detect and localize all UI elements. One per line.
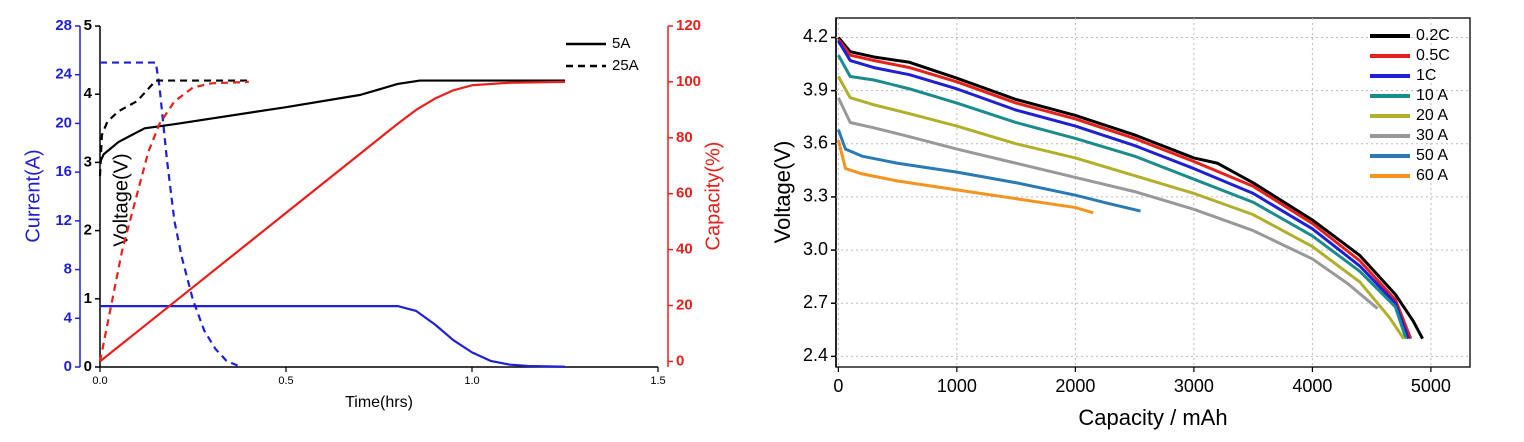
y-tick-label: 80 — [676, 129, 693, 146]
x-axis-label: Time(hrs) — [345, 394, 413, 411]
y-axis-label: Current(A) — [22, 149, 44, 242]
y-tick-label: 3.9 — [803, 79, 828, 99]
y-tick-label: 28 — [55, 17, 72, 34]
y-tick-label: 3.3 — [803, 186, 828, 206]
legend-label: 0.2C — [1416, 27, 1450, 44]
data-line — [837, 97, 1379, 310]
data-line — [98, 80, 249, 362]
y-tick-label: 4 — [84, 85, 93, 102]
y-axis-label: Voltage(V) — [110, 153, 132, 246]
data-line — [837, 38, 1413, 340]
y-axis-label: Voltage(V) — [770, 141, 795, 244]
data-line — [100, 305, 566, 368]
y-tick-label: 3.0 — [803, 239, 828, 259]
y-axis-label: Capacity(%) — [702, 142, 724, 251]
y-tick-label: 2.7 — [803, 292, 828, 312]
y-tick-label: 20 — [676, 296, 693, 313]
y-tick-label: 16 — [55, 163, 72, 180]
y-tick-label: 40 — [676, 241, 693, 258]
y-tick-label: 8 — [64, 261, 72, 278]
legend-label: 30 A — [1416, 127, 1448, 144]
legend-label: 0.5C — [1416, 47, 1450, 64]
legend-label: 10 A — [1416, 87, 1448, 104]
y-tick-label: 20 — [55, 114, 72, 131]
y-tick-label: 3 — [84, 153, 92, 170]
y-tick-label: 2 — [84, 222, 92, 239]
x-tick-label: 4000 — [1292, 376, 1332, 396]
y-tick-label: 12 — [55, 212, 72, 229]
x-tick-label: 5000 — [1411, 376, 1451, 396]
x-tick-label: 3000 — [1174, 376, 1214, 396]
data-line — [837, 36, 1424, 340]
legend-label: 20 A — [1416, 107, 1448, 124]
legend-label: 25A — [612, 57, 639, 74]
y-tick-label: 1 — [84, 290, 92, 307]
data-line — [836, 139, 1094, 215]
x-tick-label: 1.0 — [464, 375, 479, 387]
x-tick-label: 0.5 — [278, 375, 293, 387]
data-line — [837, 54, 1408, 340]
x-tick-label: 2000 — [1055, 376, 1095, 396]
x-tick-label: 0.0 — [92, 375, 107, 387]
y-tick-label: 5 — [84, 17, 92, 34]
legend-label: 1C — [1416, 67, 1436, 84]
data-line — [98, 79, 565, 163]
x-axis-label: Capacity / mAh — [1078, 405, 1227, 430]
x-tick-label: 1.5 — [650, 375, 665, 387]
y-tick-label: 0 — [64, 358, 72, 375]
y-tick-label: 4.2 — [803, 26, 828, 46]
x-tick-label: 1000 — [937, 376, 977, 396]
y-tick-label: 0 — [84, 358, 92, 375]
y-tick-label: 24 — [55, 66, 72, 83]
data-line — [98, 79, 249, 177]
y-tick-label: 3.6 — [803, 133, 828, 153]
y-tick-label: 120 — [676, 17, 701, 34]
y-tick-label: 0 — [676, 352, 684, 369]
y-tick-label: 4 — [64, 309, 73, 326]
data-line — [100, 61, 242, 369]
legend-label: 5A — [612, 35, 630, 52]
data-line — [837, 40, 1410, 340]
y-tick-label: 100 — [676, 73, 701, 90]
legend-label: 50 A — [1416, 147, 1448, 164]
data-line — [99, 80, 566, 363]
legend-label: 60 A — [1416, 167, 1448, 184]
y-tick-label: 2.4 — [803, 345, 828, 365]
data-line — [837, 75, 1405, 340]
y-tick-label: 60 — [676, 185, 693, 202]
data-line — [836, 129, 1141, 213]
x-tick-label: 0 — [833, 376, 843, 396]
